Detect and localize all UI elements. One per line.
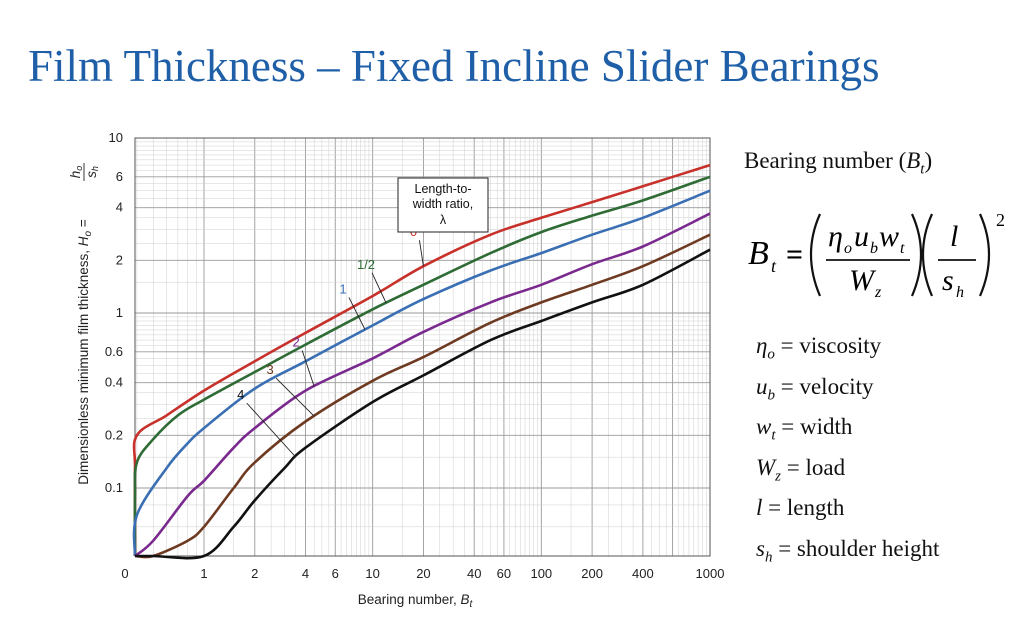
y-axis-label: Dimensionless minimum film thickness, Ho… (68, 163, 100, 485)
curve-label-4: 3 (267, 362, 274, 377)
svg-text:u: u (854, 220, 869, 253)
x-tick-label-8: 60 (497, 566, 511, 581)
svg-text:s: s (942, 264, 954, 297)
x-tick-label-4: 6 (332, 566, 339, 581)
definition-velocity: ub = velocity (756, 373, 874, 404)
definition-width: wt = width (756, 414, 853, 444)
chart-series (132, 163, 711, 560)
x-tick-label-6: 20 (416, 566, 430, 581)
series-line-1 (133, 175, 711, 557)
x-tick-label-12: 1000 (696, 566, 725, 581)
slide-title: Film Thickness – Fixed Incline Slider Be… (28, 41, 880, 91)
y-axis-fraction-num: ho (68, 166, 84, 179)
film-thickness-chart: 0 1/2 1 2 3 4 0 1 2 4 6 10 20 40 60 100 200 400 1000 10 6 4 2… (68, 130, 725, 610)
y-tick-label-6: 0.4 (105, 375, 123, 390)
svg-text:η: η (828, 220, 843, 253)
variable-definitions: ηo = viscosity ub = velocity wt = width … (756, 330, 939, 574)
svg-text:b: b (870, 240, 878, 257)
x-axis-label: Bearing number, Bt (358, 592, 474, 610)
y-axis-label-text: Dimensionless minimum film thickness, Ho… (76, 219, 94, 485)
definition-viscosity: ηo = viscosity (756, 333, 882, 363)
x-tick-label-11: 400 (632, 566, 654, 581)
legend-box (397, 177, 489, 233)
plot-frame (134, 137, 711, 557)
legend-line-2: λ (440, 213, 447, 227)
annotation-leader-3 (301, 350, 315, 387)
series-line-2 (132, 189, 711, 557)
y-tick-label-3: 2 (116, 252, 123, 267)
x-tick-label-7: 40 (467, 566, 481, 581)
tick-labels: 0 1 2 4 6 10 20 40 60 100 200 400 1000 10 6 4 2 1 0.6 0.4 0.… (105, 130, 725, 581)
svg-text:h: h (956, 284, 964, 301)
curve-label-1: 1/2 (357, 257, 375, 272)
series-line-0 (132, 163, 711, 556)
x-tick-label-0: 0 (121, 566, 128, 581)
svg-text:w: w (879, 220, 899, 253)
annotation-leader-1 (371, 272, 387, 304)
series-line-5 (135, 248, 711, 560)
annotation-leader-0 (418, 240, 424, 267)
chart-axes (134, 137, 711, 557)
svg-text:=: = (786, 238, 803, 271)
legend-line-0: Length-to- (415, 182, 472, 196)
curve-label-2: 1 (339, 281, 346, 296)
curve-label-5: 4 (237, 387, 244, 402)
annotation-leader-4 (275, 377, 315, 417)
x-tick-label-2: 2 (251, 566, 258, 581)
svg-text:l: l (950, 220, 958, 253)
y-tick-label-1: 6 (116, 169, 123, 184)
svg-text:o: o (844, 240, 852, 257)
y-tick-label-2: 4 (116, 200, 123, 215)
legend: Length-to-width ratio, λ (397, 177, 489, 233)
y-tick-label-4: 1 (116, 305, 123, 320)
series-line-3 (134, 212, 711, 558)
y-tick-label-0: 10 (109, 130, 123, 145)
svg-text:t: t (771, 256, 777, 276)
svg-text:B: B (748, 235, 769, 272)
annotation-leader-2 (348, 297, 366, 330)
definition-shoulder-height: sh = shoulder height (756, 535, 940, 566)
definition-length: l = length (756, 495, 845, 521)
axis-labels: Bearing number, Bt Dimensionless minimum … (68, 163, 474, 610)
bearing-number-heading: Bearing number (Bt) (744, 148, 933, 178)
svg-text:t: t (900, 240, 905, 257)
series-line-4 (134, 233, 711, 559)
bearing-number-formula: B t = η o u b w t W z l s h 2 (748, 210, 1005, 301)
x-tick-label-10: 200 (581, 566, 603, 581)
x-tick-label-5: 10 (365, 566, 379, 581)
y-axis-fraction-den: sh (84, 166, 100, 178)
y-tick-label-7: 0.2 (105, 427, 123, 442)
x-tick-label-3: 4 (302, 566, 309, 581)
x-tick-label-9: 100 (530, 566, 552, 581)
svg-text:z: z (874, 284, 882, 301)
curve-label-3: 2 (293, 335, 300, 350)
y-tick-label-8: 0.1 (105, 480, 123, 495)
x-tick-label-1: 1 (200, 566, 207, 581)
legend-line-1: width ratio, (412, 197, 473, 211)
svg-text:2: 2 (996, 210, 1005, 230)
y-tick-label-5: 0.6 (105, 344, 123, 359)
definition-load: Wz = load (756, 454, 846, 485)
annotation-leader-5 (246, 402, 297, 458)
svg-text:W: W (849, 264, 877, 297)
